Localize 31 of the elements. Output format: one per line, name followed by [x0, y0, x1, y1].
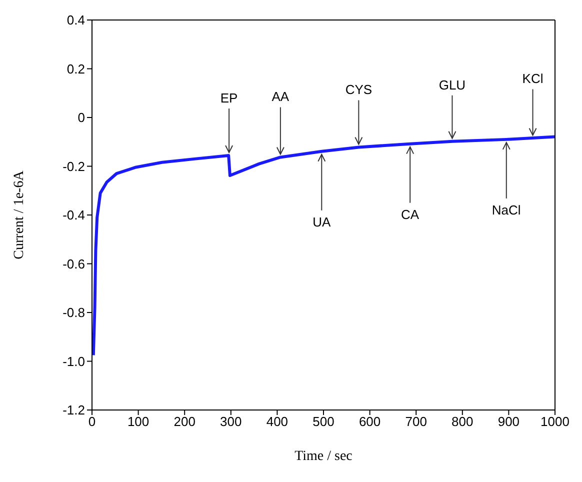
x-tick-label: 0 [88, 414, 96, 430]
y-tick-label: 0.2 [66, 61, 85, 76]
x-tick-label: 600 [358, 414, 381, 430]
annotation: GLU [438, 77, 466, 92]
y-tick-label: -1.0 [62, 354, 85, 369]
y-tick-label: -0.2 [62, 158, 85, 174]
x-tick-label: 300 [220, 414, 242, 430]
annotation: KCl [522, 71, 544, 86]
y-axis-title: Current / 1e-6A [12, 170, 27, 260]
y-tick-label: 0 [78, 110, 85, 126]
x-axis-title: Time / sec [294, 449, 352, 464]
x-tick-label: 900 [498, 414, 520, 430]
annotation: CYS [345, 82, 372, 98]
y-tick-label: -1.2 [62, 402, 85, 418]
x-tick-label: 100 [127, 414, 150, 430]
x-tick-label: 400 [266, 414, 288, 430]
y-tick-label: -0.8 [62, 305, 85, 320]
y-tick-label: 0.4 [66, 12, 85, 28]
annotation: NaCl [492, 202, 521, 218]
annotation: UA [312, 214, 332, 230]
x-tick-label: 800 [452, 414, 474, 430]
annotation: EP [220, 90, 238, 106]
annotation: AA [272, 89, 290, 104]
line-series [92, 135, 555, 357]
y-tick-label: -0.4 [62, 208, 85, 223]
x-tick-label: 700 [405, 414, 427, 430]
y-tick-label: -0.6 [62, 256, 85, 272]
x-tick-label: 200 [174, 414, 196, 430]
annotation: CA [401, 206, 420, 222]
x-tick-label: 500 [312, 414, 334, 430]
x-tick-label: 1000 [540, 414, 570, 430]
